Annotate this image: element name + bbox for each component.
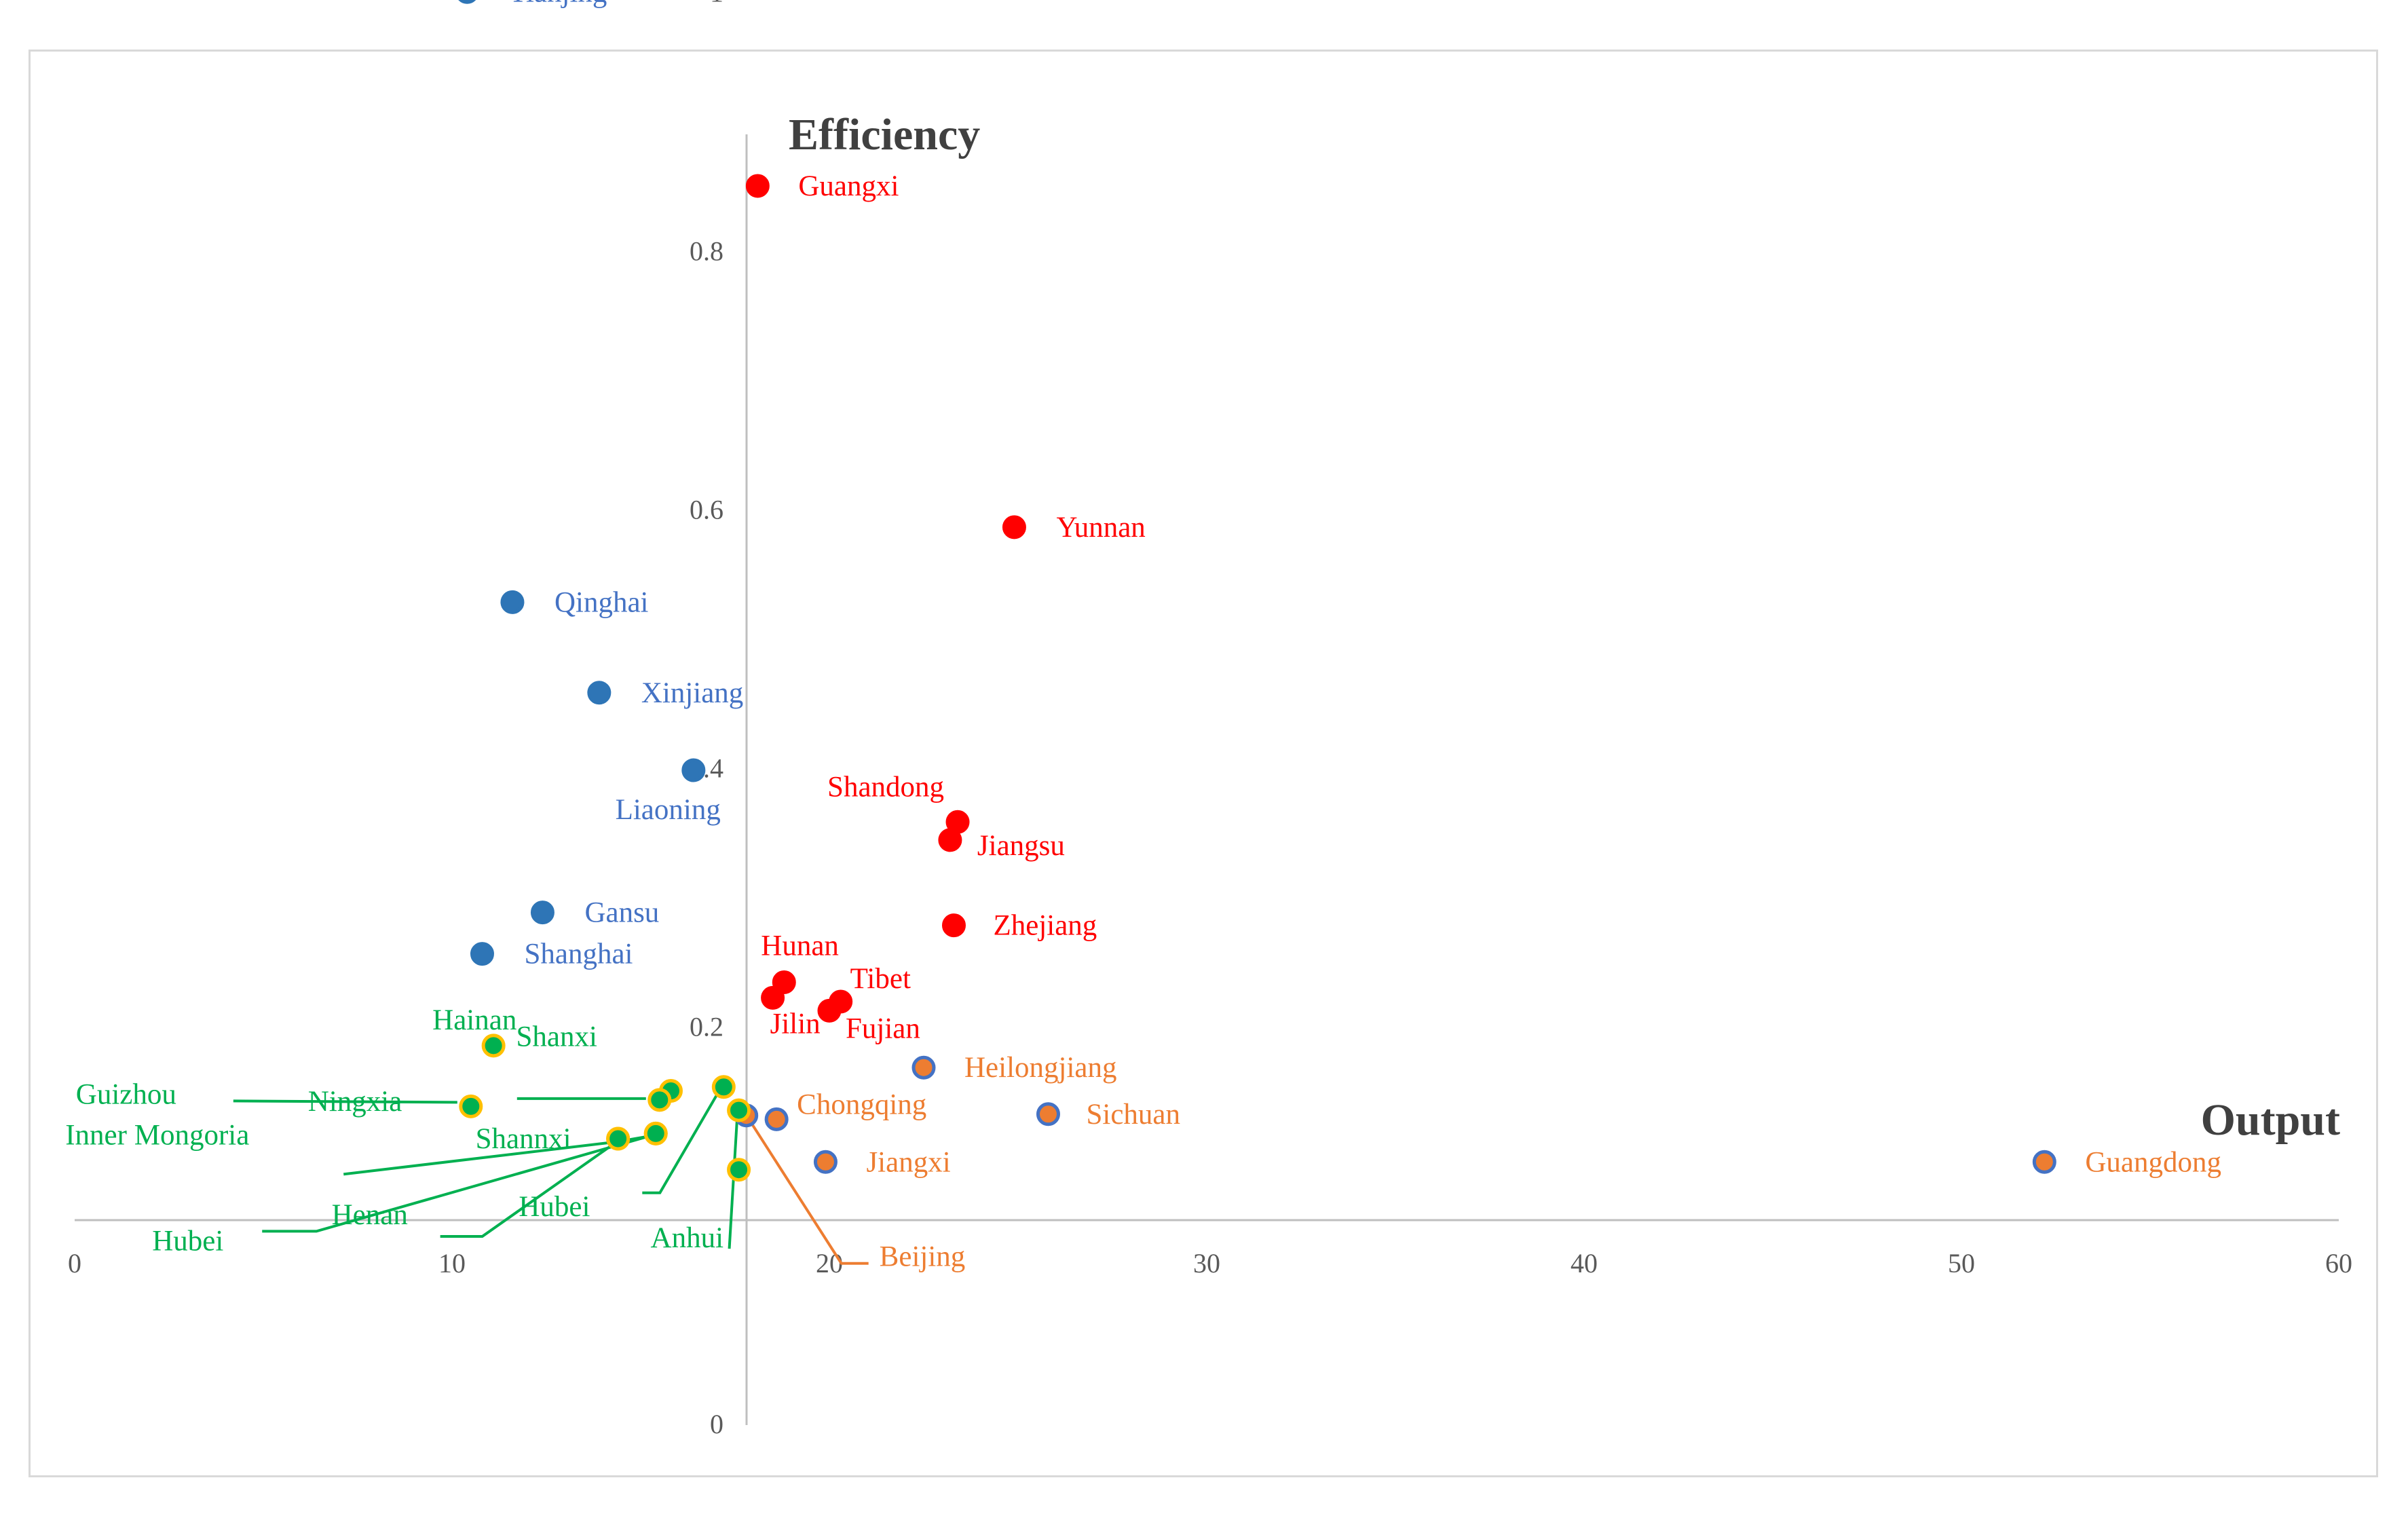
data-point-hubei (711, 1075, 736, 1099)
data-label: Sichuan (1086, 1099, 1180, 1131)
data-point-fujian (817, 998, 842, 1023)
x-tick-label: 30 (1193, 1248, 1220, 1278)
data-point-qinghai (500, 590, 525, 614)
x-tick-label: 0 (68, 1248, 81, 1278)
x-tick-label: 50 (1948, 1248, 1975, 1278)
y-tick-label: 0.2 (690, 1011, 723, 1042)
data-point-hainan (481, 1034, 506, 1058)
data-point-hubei (643, 1121, 668, 1145)
y-tick-label: 0.8 (690, 235, 723, 266)
data-label: Yunnan (1056, 512, 1145, 544)
data-point-jilin (761, 985, 785, 1010)
data-label: Inner Mongoria (65, 1119, 249, 1151)
data-point-liaoning (681, 758, 706, 782)
leader-line (233, 1099, 457, 1104)
data-label: Shanghai (524, 939, 633, 970)
data-point-tianjing (458, 0, 476, 4)
data-label: Xinjiang (641, 677, 743, 709)
data-label: Shannxi (476, 1123, 571, 1155)
leader-line (440, 1141, 616, 1238)
chart-frame (29, 50, 2378, 1477)
data-points (458, 0, 2056, 1182)
data-point-guangxi (745, 174, 770, 198)
leader-line (642, 1091, 720, 1194)
data-point-shanghai (470, 942, 494, 966)
y-tick-label: 1 (710, 0, 723, 7)
data-label: Tibet (850, 963, 911, 995)
x-tick-label: 60 (2325, 1248, 2352, 1278)
data-point-xinjiang (587, 681, 612, 705)
data-label: Fujian (846, 1012, 920, 1044)
data-point-gansu (530, 901, 554, 925)
data-point-guangdong (2032, 1150, 2056, 1174)
data-point-guizhou (459, 1094, 483, 1118)
data-label: Jilin (770, 1008, 821, 1040)
data-point-anhui (727, 1098, 751, 1122)
axes (75, 134, 2339, 1425)
y-tick-label: 0.6 (690, 494, 723, 525)
leader-line (262, 1135, 650, 1233)
data-point-jiangsu (938, 828, 962, 852)
data-label: Guizhou (76, 1078, 176, 1110)
data-point-ningxia (647, 1088, 672, 1112)
data-label: Heilongjiang (964, 1052, 1117, 1084)
data-label: Shandong (827, 771, 944, 803)
data-label: Zhejiang (993, 910, 1097, 942)
data-point-yunnan (1002, 515, 1026, 539)
data-label: Liaoning (616, 794, 721, 826)
data-label: Anhui (651, 1222, 724, 1254)
data-point-chongqing (764, 1107, 789, 1131)
data-point-zhejiang (941, 913, 966, 938)
data-label: Guangdong (2085, 1146, 2221, 1178)
data-label: Tianjing (509, 0, 607, 8)
data-point-jiangxi (813, 1150, 838, 1174)
data-point-heilongjiang (911, 1055, 936, 1080)
data-point-hunan (772, 970, 796, 994)
x-tick-label: 10 (438, 1248, 466, 1278)
x-tick-label: 20 (816, 1248, 843, 1278)
data-point-henan (606, 1126, 631, 1151)
data-label: Guangxi (798, 170, 899, 202)
data-label: Gansu (584, 897, 659, 929)
data-label: Hubei (152, 1225, 223, 1257)
axis-titles: Efficiency Output (789, 110, 2340, 1145)
data-label: Beijing (880, 1241, 966, 1273)
y-tick-label: 0 (710, 1409, 723, 1439)
data-label: Chongqing (797, 1088, 926, 1120)
x-axis-title: Output (2201, 1095, 2340, 1145)
data-label: Ningxia (308, 1086, 402, 1118)
data-label: Qinghai (554, 586, 649, 618)
x-tick-label: 40 (1570, 1248, 1598, 1278)
data-label: Hainan (432, 1004, 516, 1036)
data-label: Jiangsu (977, 830, 1065, 862)
data-label: Shanxi (516, 1021, 597, 1053)
data-labels: Guangxi Yunnan Shandong Jiangsu Zhejiang Huna… (65, 0, 2221, 1273)
data-point-anhui (727, 1158, 751, 1182)
data-point-sichuan (1036, 1102, 1060, 1126)
y-axis-title: Efficiency (789, 110, 980, 159)
data-label: Hubei (519, 1191, 590, 1223)
data-label: Hunan (761, 930, 839, 962)
leader-line (728, 1112, 739, 1249)
data-label: Jiangxi (866, 1146, 950, 1178)
leader-line (747, 1118, 869, 1265)
data-label: Henan (332, 1199, 408, 1231)
